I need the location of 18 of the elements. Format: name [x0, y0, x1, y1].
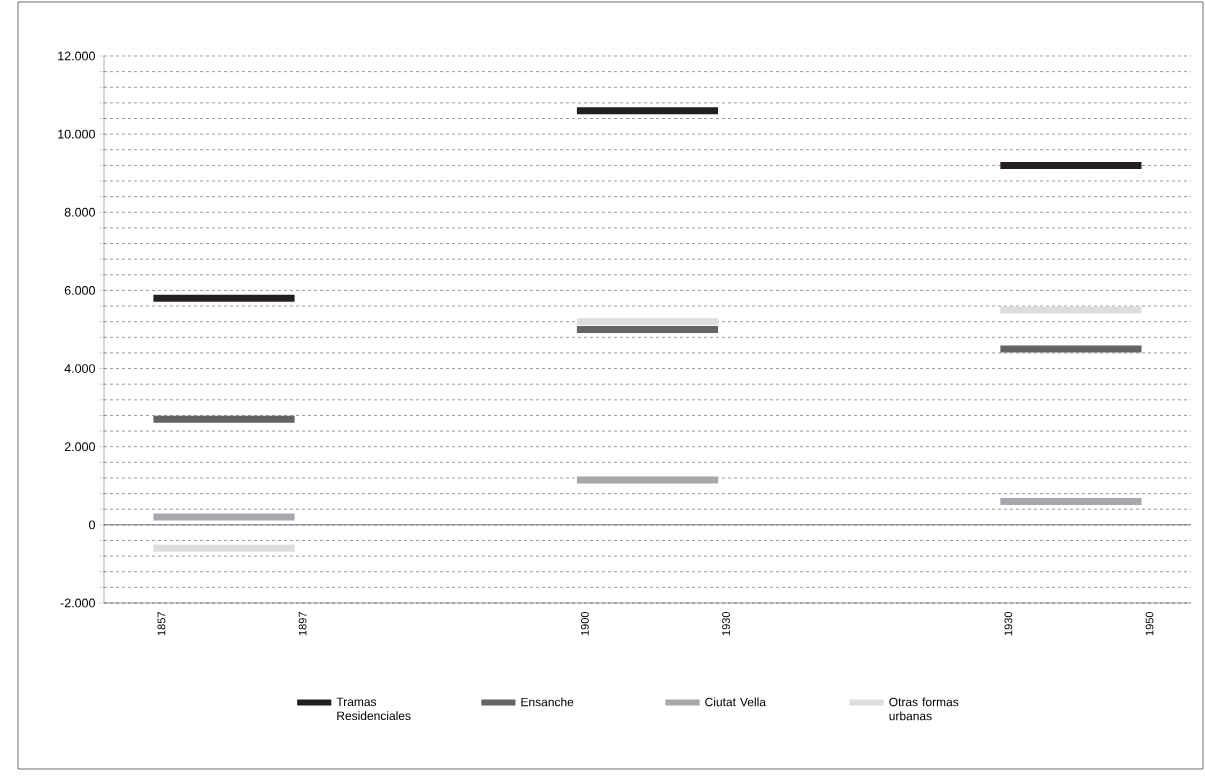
x-tick-label: 1950 [1145, 611, 1154, 636]
y-tick-label: -2.000 [60, 598, 95, 608]
y-tick-label: 8.000 [64, 207, 95, 217]
x-tick-label: 1900 [581, 611, 589, 636]
y-tick-label: 12.000 [58, 51, 95, 61]
legend-label: Ensanche [521, 697, 574, 707]
legend-label: Otras formas urbanas [889, 697, 959, 721]
y-tick-label: 0 [89, 520, 95, 530]
y-tick-label: 10.000 [58, 129, 95, 139]
y-tick-label: 6.000 [64, 286, 95, 295]
legend-label: Tramas Residenciales [336, 697, 411, 721]
x-tick-label: 1930 [1004, 611, 1013, 636]
x-tick-label: 1930 [722, 611, 730, 636]
y-tick-label: 2.000 [64, 442, 95, 452]
legend-label: Ciutat Vella [705, 697, 766, 707]
y-tick-label: 4.000 [64, 364, 95, 373]
x-tick-label: 1857 [157, 612, 166, 636]
x-tick-label: 1897 [298, 612, 307, 636]
